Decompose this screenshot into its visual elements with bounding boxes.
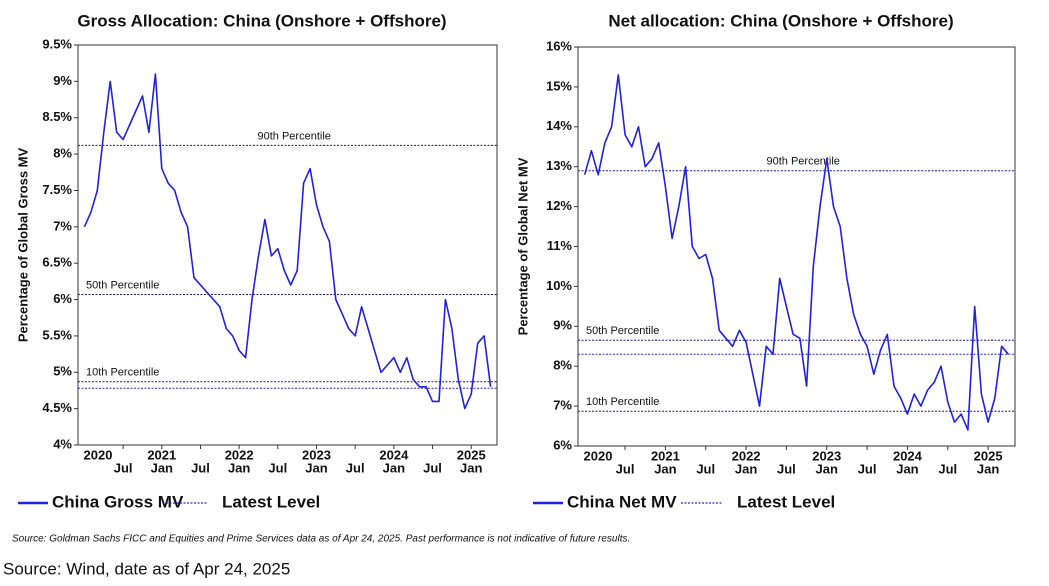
- y-axis-label: Percentage of Global Gross MV: [15, 148, 30, 343]
- data-line: [83, 73, 492, 410]
- x-tick-label: Jul: [777, 461, 796, 476]
- legend-label: China Net MV: [567, 492, 677, 511]
- legend-label: Latest Level: [737, 492, 835, 511]
- year-label: 2020: [84, 447, 113, 462]
- chart-title: Net allocation: China (Onshore + Offshor…: [608, 11, 953, 30]
- year-label: 2022: [732, 448, 761, 463]
- year-label: 2021: [147, 447, 176, 462]
- year-label: 2025: [457, 447, 486, 462]
- footnote: Source: Goldman Sachs FICC and Equities …: [12, 534, 630, 545]
- x-tick-label: Jan: [383, 460, 405, 475]
- y-tick-label: 10%: [546, 278, 572, 293]
- x-tick-label: Jan: [151, 460, 173, 475]
- y-tick-label: 4%: [53, 436, 72, 451]
- y-tick-label: 7%: [53, 218, 72, 233]
- year-label: 2023: [302, 447, 331, 462]
- year-label: 2024: [379, 447, 409, 462]
- x-tick-label: Jan: [735, 461, 757, 476]
- y-tick-label: 14%: [546, 118, 572, 133]
- plot-frame: [577, 46, 1016, 447]
- year-label: 2024: [893, 448, 923, 463]
- x-tick-label: Jan: [654, 461, 676, 476]
- y-tick-label: 4.5%: [42, 400, 72, 415]
- percentile-label: 90th Percentile: [767, 156, 840, 168]
- y-tick-label: 8.5%: [42, 109, 72, 124]
- y-tick-label: 9%: [553, 318, 572, 333]
- x-tick-label: Jul: [268, 460, 287, 475]
- chart-title: Gross Allocation: China (Onshore + Offsh…: [77, 11, 446, 30]
- plot-frame: [77, 44, 498, 446]
- y-axis-label: Percentage of Global Net MV: [515, 157, 530, 335]
- y-tick-label: 7%: [553, 398, 572, 413]
- y-tick-label: 16%: [546, 38, 572, 53]
- footnote: Source: Wind, date as of Apr 24, 2025: [3, 559, 290, 578]
- year-label: 2023: [812, 448, 841, 463]
- y-tick-label: 8%: [53, 146, 72, 161]
- x-tick-label: Jul: [191, 460, 210, 475]
- x-tick-label: Jul: [346, 460, 365, 475]
- x-tick-label: Jan: [816, 461, 838, 476]
- y-tick-label: 8%: [553, 358, 572, 373]
- percentile-label: 50th Percentile: [586, 325, 659, 337]
- y-tick-label: 15%: [546, 78, 572, 93]
- y-tick-label: 13%: [546, 158, 572, 173]
- y-tick-label: 12%: [546, 198, 572, 213]
- year-label: 2021: [651, 448, 680, 463]
- y-tick-label: 9.5%: [42, 36, 72, 51]
- percentile-label: 10th Percentile: [86, 367, 159, 379]
- x-tick-label: Jan: [305, 460, 327, 475]
- x-tick-label: Jul: [696, 461, 715, 476]
- x-tick-label: Jul: [938, 461, 957, 476]
- legend-label: China Gross MV: [52, 492, 184, 511]
- y-tick-label: 6%: [53, 291, 72, 306]
- year-label: 2022: [225, 447, 254, 462]
- x-tick-label: Jul: [114, 460, 133, 475]
- year-label: 2020: [584, 448, 613, 463]
- y-tick-label: 5%: [53, 364, 72, 379]
- percentile-label: 50th Percentile: [86, 279, 159, 291]
- percentile-label: 10th Percentile: [586, 396, 659, 408]
- y-tick-label: 11%: [547, 238, 573, 253]
- y-tick-label: 6.5%: [42, 255, 72, 270]
- y-tick-label: 6%: [553, 437, 572, 452]
- percentile-label: 90th Percentile: [258, 130, 331, 142]
- data-line: [583, 74, 1009, 431]
- year-label: 2025: [974, 448, 1003, 463]
- x-tick-label: Jul: [858, 461, 877, 476]
- legend-label: Latest Level: [222, 492, 320, 511]
- y-tick-label: 9%: [53, 73, 72, 88]
- x-tick-label: Jan: [896, 461, 918, 476]
- y-tick-label: 5.5%: [42, 327, 72, 342]
- x-tick-label: Jan: [977, 461, 999, 476]
- x-tick-label: Jul: [616, 461, 635, 476]
- x-tick-label: Jul: [423, 460, 442, 475]
- y-tick-label: 7.5%: [42, 182, 72, 197]
- x-tick-label: Jan: [228, 460, 250, 475]
- x-tick-label: Jan: [460, 460, 482, 475]
